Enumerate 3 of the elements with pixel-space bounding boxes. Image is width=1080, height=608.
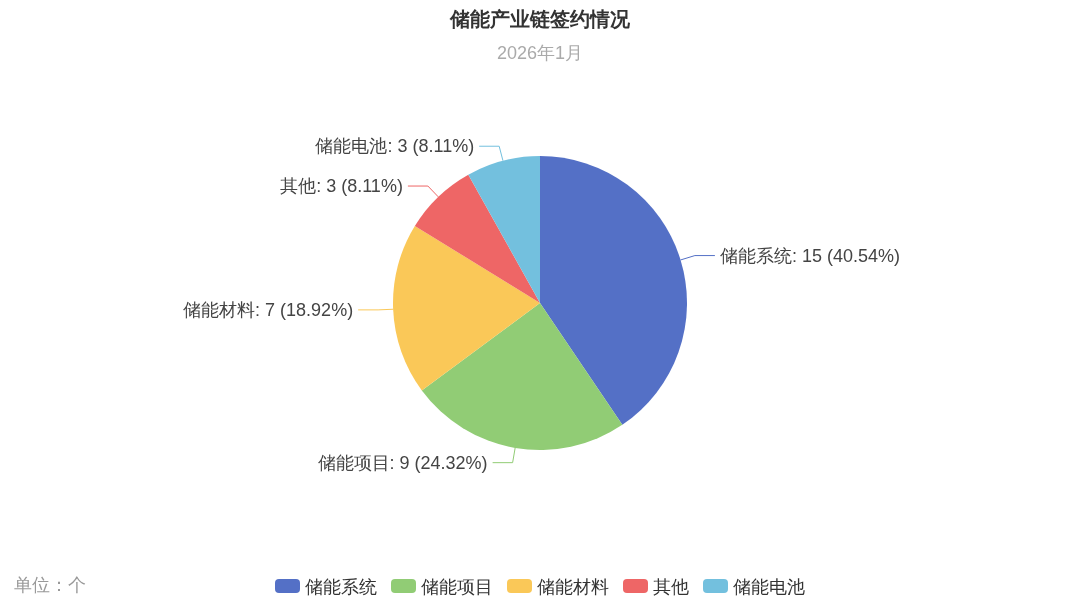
subtitle: 2026年1月: [496, 43, 584, 63]
title: 储能产业链签约情况: [450, 8, 630, 30]
annotation: 单位：个: [14, 575, 86, 595]
